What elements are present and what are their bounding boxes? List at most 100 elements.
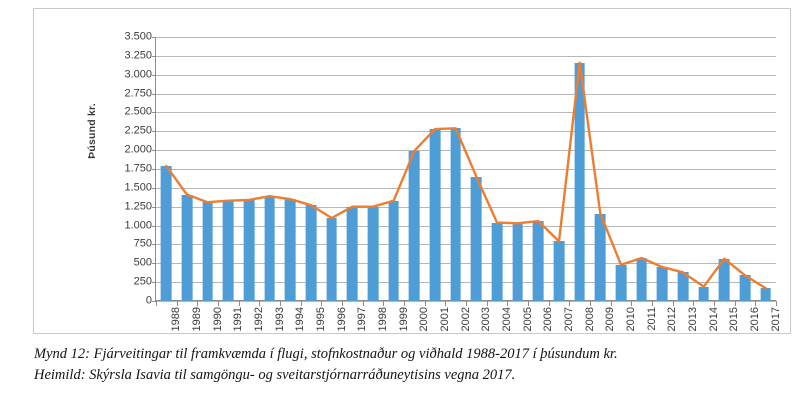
bar: [512, 223, 524, 301]
x-axis-tick-label: 1989: [191, 307, 203, 332]
bar: [615, 264, 627, 301]
bar: [553, 241, 565, 301]
bar: [429, 129, 441, 301]
y-axis-tick-label: 2.000: [124, 143, 152, 156]
gridline: [156, 225, 776, 227]
y-axis-tick-label: 2.250: [124, 124, 152, 137]
y-axis-tick-label: 3.000: [124, 68, 152, 81]
y-axis-tick-label: 2.500: [124, 105, 152, 118]
x-axis-tick: [569, 301, 571, 306]
bar-slot: [611, 37, 632, 301]
y-axis-tick: [152, 225, 156, 227]
bar-slot: [239, 37, 260, 301]
bar-slot: [755, 37, 776, 301]
x-axis-tick: [156, 301, 157, 306]
x-axis-tick-label: 2013: [687, 307, 699, 332]
bar: [532, 221, 544, 301]
x-axis-tick-label: 1994: [294, 307, 307, 332]
x-axis-tick-label: 1993: [273, 307, 286, 332]
gridline: [156, 244, 776, 246]
bar-slot: [445, 37, 466, 301]
x-axis-tick: [693, 301, 695, 306]
y-axis-tick: [152, 93, 156, 95]
y-axis-tick: [152, 282, 156, 284]
bar: [305, 205, 317, 301]
x-axis-tick: [672, 301, 674, 306]
bar-slot: [507, 37, 528, 301]
trend-polyline: [165, 61, 767, 290]
x-axis-tick: [218, 301, 219, 306]
bar: [160, 165, 172, 301]
bar-series: [156, 37, 776, 301]
gridline: [156, 282, 776, 284]
bar-slot: [425, 37, 446, 301]
gridline: [156, 169, 776, 170]
gridline: [156, 37, 776, 38]
x-axis-tick: [424, 301, 426, 306]
x-axis-tick-label: 2016: [749, 307, 761, 332]
bar: [574, 62, 586, 301]
bar: [698, 286, 710, 301]
bar: [656, 267, 668, 301]
x-axis-tick: [321, 301, 323, 306]
x-axis-tick: [362, 301, 364, 306]
y-axis-tick: [152, 55, 156, 57]
y-axis-tick: [152, 169, 156, 170]
bar: [367, 206, 379, 301]
y-axis-tick: [152, 206, 156, 208]
x-axis-tick-label: 1990: [211, 307, 224, 332]
caption-line-2: Heimild: Skýrsla Isavia til samgöngu- og…: [34, 367, 516, 383]
bar-slot: [673, 37, 694, 301]
x-axis-tick-label: 2002: [459, 307, 472, 332]
x-axis-tick-label: 2000: [418, 307, 431, 332]
bar-slot: [590, 37, 611, 301]
bar-slot: [652, 37, 673, 301]
bar: [181, 194, 193, 301]
x-axis-tick: [342, 301, 343, 306]
x-axis-tick-label: 1999: [397, 307, 410, 332]
x-axis-tick-label: 1998: [377, 307, 389, 332]
bar-slot: [156, 37, 177, 301]
y-axis-tick-label: 1.500: [124, 181, 152, 194]
x-axis-tick-label: 2011: [645, 307, 658, 331]
bar: [594, 213, 606, 301]
bar: [470, 176, 482, 301]
y-axis-tick-label: 1.250: [124, 200, 152, 213]
x-axis-tick: [776, 301, 777, 306]
bar: [202, 202, 214, 301]
bar-slot: [466, 37, 487, 301]
x-axis-tick-label: 2001: [439, 307, 451, 332]
x-axis-tick-label: 2007: [563, 307, 575, 332]
x-axis-tick: [383, 301, 385, 306]
x-axis-tick: [610, 301, 612, 306]
bar: [264, 196, 276, 301]
gridline: [156, 55, 776, 57]
bar-slot: [197, 37, 218, 301]
x-axis-tick-label: 1995: [315, 307, 327, 332]
bar-slot: [528, 37, 549, 301]
plot-region: [152, 37, 776, 302]
x-axis-tick-label: 2017: [769, 307, 782, 332]
bar-slot: [363, 37, 384, 301]
y-axis-tick-label: 2.750: [124, 87, 152, 100]
x-axis-tick: [486, 301, 488, 306]
x-axis-tick-label: 2014: [707, 307, 720, 332]
x-axis-tick-label: 2005: [521, 307, 534, 332]
bar-slot: [177, 37, 198, 301]
x-axis-tick-label: 2010: [625, 307, 637, 332]
x-axis-tick-label: 2008: [583, 307, 596, 332]
x-axis-tick: [652, 301, 653, 306]
bar: [718, 258, 730, 301]
x-axis-tick: [300, 301, 302, 306]
x-axis-tick-label: 2004: [501, 307, 513, 332]
x-axis-tick: [590, 301, 591, 306]
y-axis-tick: [152, 263, 156, 265]
bar: [677, 272, 689, 301]
x-axis-tick: [714, 301, 715, 306]
y-axis-tick: [152, 187, 156, 189]
x-axis-tick-label: 1992: [253, 307, 265, 332]
x-axis-tick-label: 2009: [604, 307, 617, 332]
bar-slot: [218, 37, 239, 301]
y-axis-tick-label: 3.500: [124, 30, 152, 43]
x-axis-tick: [466, 301, 467, 306]
